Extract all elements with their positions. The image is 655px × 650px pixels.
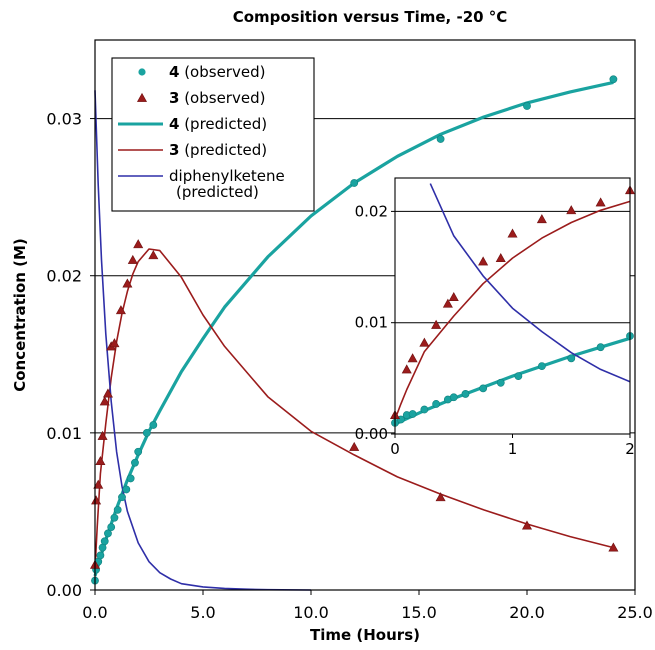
inset-point-triangle [407, 353, 418, 363]
main-point-circle [104, 529, 112, 538]
inset-y-tick-label: 0.00 [355, 425, 388, 443]
x-tick-label: 0.0 [82, 603, 107, 622]
legend-label: 4 (observed) [169, 63, 265, 81]
inset-x-axis: 0 1 2 [390, 434, 635, 458]
main-point-circle [126, 474, 135, 483]
chart-title: Composition versus Time, -20 °C [233, 8, 508, 26]
main-point-triangle [435, 492, 446, 502]
inset-x-tick-label: 2 [625, 440, 635, 458]
inset-plot-area [389, 183, 636, 427]
main-point-circle [122, 485, 131, 494]
main-point-triangle [148, 250, 159, 260]
inset-point-circle [408, 410, 417, 418]
main-point-circle [118, 493, 126, 502]
main-point-triangle [133, 239, 144, 249]
main-point-circle [134, 447, 143, 456]
main-point-triangle [99, 396, 110, 406]
y-axis-label: Concentration (M) [11, 238, 29, 392]
main-point-triangle [127, 254, 138, 264]
inset-line-4 [429, 183, 631, 383]
inset-point-triangle [566, 205, 577, 215]
x-tick-label: 25.0 [617, 603, 653, 622]
inset-point-triangle [595, 197, 606, 207]
legend-label: diphenylketene [169, 167, 285, 185]
main-plot-area [89, 75, 619, 591]
inset-point-circle [514, 372, 523, 381]
main-y-axis: 0.00 0.01 0.02 0.03 [46, 110, 95, 600]
x-tick-label: 15.0 [401, 603, 437, 622]
inset-point-circle [567, 354, 576, 363]
legend-box [111, 57, 315, 212]
main-point-circle [149, 421, 158, 429]
inset-point-triangle [507, 228, 518, 238]
inset-point-triangle [478, 256, 489, 266]
main-point-circle [523, 102, 531, 110]
main-point-triangle [97, 430, 108, 440]
legend-symbol-circle [138, 68, 146, 76]
legend-symbol-triangle [136, 92, 148, 102]
y-tick-label: 0.00 [46, 581, 82, 600]
main-point-triangle [349, 441, 360, 451]
inset-gridlines [395, 210, 630, 324]
x-axis-label: Time (Hours) [310, 626, 420, 644]
inset-y-axis: 0.00 0.01 0.02 [355, 202, 395, 443]
y-tick-label: 0.01 [46, 424, 82, 443]
inset-point-triangle [448, 291, 459, 301]
main-point-circle [113, 505, 122, 514]
inset-y-tick-label: 0.02 [355, 202, 388, 220]
inset-point-triangle [442, 298, 453, 308]
inset-point-triangle [431, 319, 442, 329]
main-x-axis: 0.0 5.0 10.0 15.0 20.0 25.0 [82, 590, 653, 622]
inset-line-3 [394, 200, 631, 420]
main-point-circle [110, 513, 119, 522]
inset-point-circle [449, 393, 458, 402]
main-plot-frame [94, 39, 636, 591]
inset-x-tick-label: 0 [390, 440, 400, 458]
legend-label: 4 (predicted) [169, 115, 267, 133]
legend: 4 (observed) 3 (observed) 4 (predicted) 3 (… [111, 57, 315, 212]
inset-x-tick-label: 1 [508, 440, 518, 458]
y-tick-label: 0.03 [46, 110, 82, 129]
inset-point-triangle [419, 337, 430, 347]
main-point-triangle [95, 456, 106, 466]
inset-point-circle [496, 378, 505, 387]
legend-label-line2: (predicted) [176, 183, 259, 201]
inset-point-circle [596, 343, 605, 352]
legend-label: 3 (observed) [169, 89, 265, 107]
inset-point-triangle [495, 253, 506, 263]
main-point-circle [107, 523, 116, 532]
main-point-circle [96, 551, 105, 560]
main-point-circle [350, 179, 359, 187]
main-point-triangle [122, 278, 133, 288]
main-point-triangle [102, 388, 113, 398]
main-point-circle [609, 75, 618, 84]
legend-label: 3 (predicted) [169, 141, 267, 159]
inset-point-circle [420, 405, 429, 414]
main-point-triangle [93, 479, 104, 489]
y-tick-label: 0.02 [46, 267, 82, 286]
main-point-triangle [521, 520, 533, 530]
main-point-circle [142, 428, 151, 437]
x-tick-label: 10.0 [293, 603, 329, 622]
x-tick-label: 20.0 [509, 603, 545, 622]
inset-point-triangle [401, 364, 412, 374]
main-point-triangle [115, 305, 126, 315]
inset-background [395, 178, 630, 434]
main-point-triangle [91, 495, 102, 505]
inset-y-tick-label: 0.01 [355, 314, 388, 332]
main-point-triangle [109, 338, 120, 348]
inset-point-triangle [536, 214, 547, 224]
main-point-circle [131, 458, 139, 467]
main-point-circle [100, 537, 109, 546]
main-line-4 [94, 90, 312, 591]
main-point-circle [436, 135, 445, 143]
x-tick-label: 5.0 [190, 603, 215, 622]
main-point-triangle [608, 542, 619, 552]
inset-chart: 0 1 2 0.00 0.01 0.02 [355, 177, 636, 458]
inset-point-circle [479, 384, 488, 393]
inset-point-circle [461, 390, 470, 398]
inset-point-circle [537, 362, 546, 371]
inset-point-circle [432, 400, 441, 408]
